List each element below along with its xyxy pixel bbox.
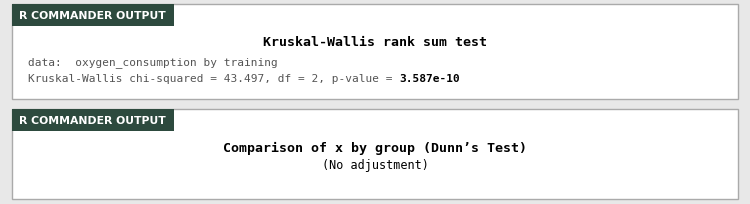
Text: data:  oxygen_consumption by training: data: oxygen_consumption by training	[28, 57, 278, 68]
FancyBboxPatch shape	[12, 110, 738, 199]
Text: Kruskal-Wallis rank sum test: Kruskal-Wallis rank sum test	[263, 36, 487, 49]
FancyBboxPatch shape	[12, 110, 174, 131]
Text: 3.587e-10: 3.587e-10	[399, 74, 460, 84]
Text: R COMMANDER OUTPUT: R COMMANDER OUTPUT	[19, 11, 166, 21]
Text: Kruskal-Wallis chi-squared = 43.497, df = 2, p-value =: Kruskal-Wallis chi-squared = 43.497, df …	[28, 74, 399, 84]
Text: (No adjustment): (No adjustment)	[322, 159, 428, 172]
FancyBboxPatch shape	[12, 5, 174, 27]
FancyBboxPatch shape	[12, 5, 738, 100]
Text: Comparison of x by group (Dunn’s Test): Comparison of x by group (Dunn’s Test)	[223, 141, 527, 154]
Text: R COMMANDER OUTPUT: R COMMANDER OUTPUT	[19, 115, 166, 125]
